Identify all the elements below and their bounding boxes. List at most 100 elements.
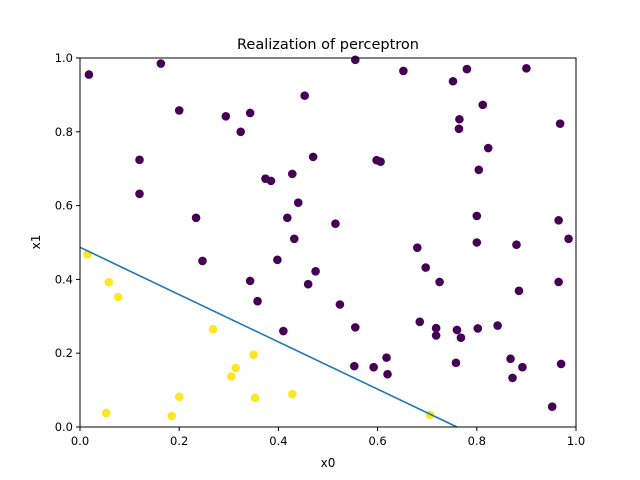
scatter-point-class0 [462,64,472,74]
x-axis-label: x0 [321,456,336,470]
scatter-point-class1 [167,411,177,421]
scatter-point-class0 [506,354,515,364]
x-tick-label: 0.6 [368,434,386,448]
y-tick-label: 1.0 [55,51,73,65]
series-class1 [83,250,435,421]
x-tick-label: 0.2 [170,434,188,448]
scatter-point-class0 [236,127,246,137]
scatter-point-class0 [135,189,144,199]
scatter-point-class0 [287,169,297,179]
scatter-point-class0 [191,213,201,223]
scatter-point-class0 [474,165,484,175]
scatter-point-class0 [174,106,184,115]
scatter-point-class0 [135,155,144,165]
scatter-point-class0 [245,276,255,286]
scatter-point-class0 [514,286,524,296]
x-tick-label: 0.8 [468,434,486,448]
scatter-point-class0 [331,219,340,228]
decision-boundary-line [79,246,458,428]
scatter-point-class0 [493,321,502,330]
scatter-point-class1 [287,389,297,399]
scatter-point-class0 [431,331,441,340]
scatter-point-class1 [231,363,241,373]
scatter-point-class0 [455,114,464,124]
y-tick-label: 0.8 [55,125,73,139]
axes-frame [79,57,577,428]
scatter-point-class0 [472,211,482,221]
y-tick-label: 0.4 [55,272,73,286]
y-tick-label: 0.2 [55,346,73,360]
scatter-point-class0 [84,70,94,79]
scatter-point-class0 [245,108,255,118]
scatter-point-class0 [518,362,527,372]
scatter-point-class0 [472,238,482,247]
scatter-point-class0 [303,279,313,289]
scatter-point-class0 [473,324,483,333]
scatter-point-class0 [300,91,309,100]
scatter-point-class0 [308,152,318,162]
y-tick-label: 0.0 [55,420,73,434]
scatter-point-class0 [454,124,464,134]
scatter-point-class0 [273,255,282,265]
scatter-point-class0 [283,213,292,223]
scatter-point-class0 [555,119,565,128]
x-tick-label: 0.4 [269,434,287,448]
scatter-point-class0 [266,176,276,186]
scatter-point-class0 [456,333,466,343]
scatter-point-class0 [554,216,563,225]
scatter-point-class0 [383,369,392,379]
scatter-point-class0 [156,59,166,68]
scatter-point-class1 [113,292,123,302]
x-tick-label: 1.0 [567,434,585,448]
scatter-point-class0 [512,240,521,250]
scatter-point-class0 [350,55,360,65]
scatter-point-class0 [554,277,563,287]
scatter-point-class0 [369,362,378,372]
scatter-point-class0 [293,198,303,207]
scatter-point-class0 [335,300,345,309]
scatter-point-class1 [249,350,258,359]
scatter-point-class0 [198,256,207,266]
scatter-point-class0 [350,323,360,332]
scatter-point-class0 [289,234,299,244]
scatter-point-class0 [522,64,531,73]
scatter-point-class0 [451,358,461,368]
scatter-point-class0 [412,243,422,252]
scatter-point-class1 [226,372,236,381]
scatter-point-class0 [382,353,391,362]
scatter-point-class0 [547,402,557,412]
scatter-point-class0 [435,277,444,287]
y-axis-ticks: 0.0 0.2 0.4 0.6 0.8 1.0 [55,51,80,434]
y-tick-label: 0.6 [55,199,73,213]
x-axis-ticks: 0.0 0.2 0.4 0.6 0.8 1.0 [71,427,585,448]
scatter-point-class0 [349,361,359,371]
x-tick-label: 0.0 [71,434,89,448]
scatter-point-class1 [174,392,184,402]
scatter-point-class0 [448,76,458,86]
plot-area [79,55,573,428]
scatter-point-class0 [452,325,462,335]
scatter-point-class0 [376,157,385,166]
scatter-point-class1 [101,408,111,418]
scatter-point-class0 [556,359,566,369]
scatter-point-class0 [415,317,425,327]
scatter-point-class0 [399,66,408,76]
scatter-point-class0 [478,100,488,110]
scatter-point-class0 [483,143,493,153]
scatter-point-class0 [221,112,231,121]
scatter-point-class1 [208,324,218,334]
scatter-point-class0 [253,296,262,306]
scatter-point-class1 [104,278,114,287]
scatter-point-class0 [421,263,431,272]
scatter-point-class0 [508,373,517,383]
series-class0 [84,55,573,412]
scatter-point-class0 [279,326,288,336]
scatter-point-class1 [250,393,260,403]
chart-title: Realization of perceptron [237,37,419,53]
scatter-point-class0 [311,266,320,276]
scatter-point-class0 [564,234,573,244]
scatter-point-class0 [431,323,441,333]
y-axis-label: x1 [29,235,43,250]
